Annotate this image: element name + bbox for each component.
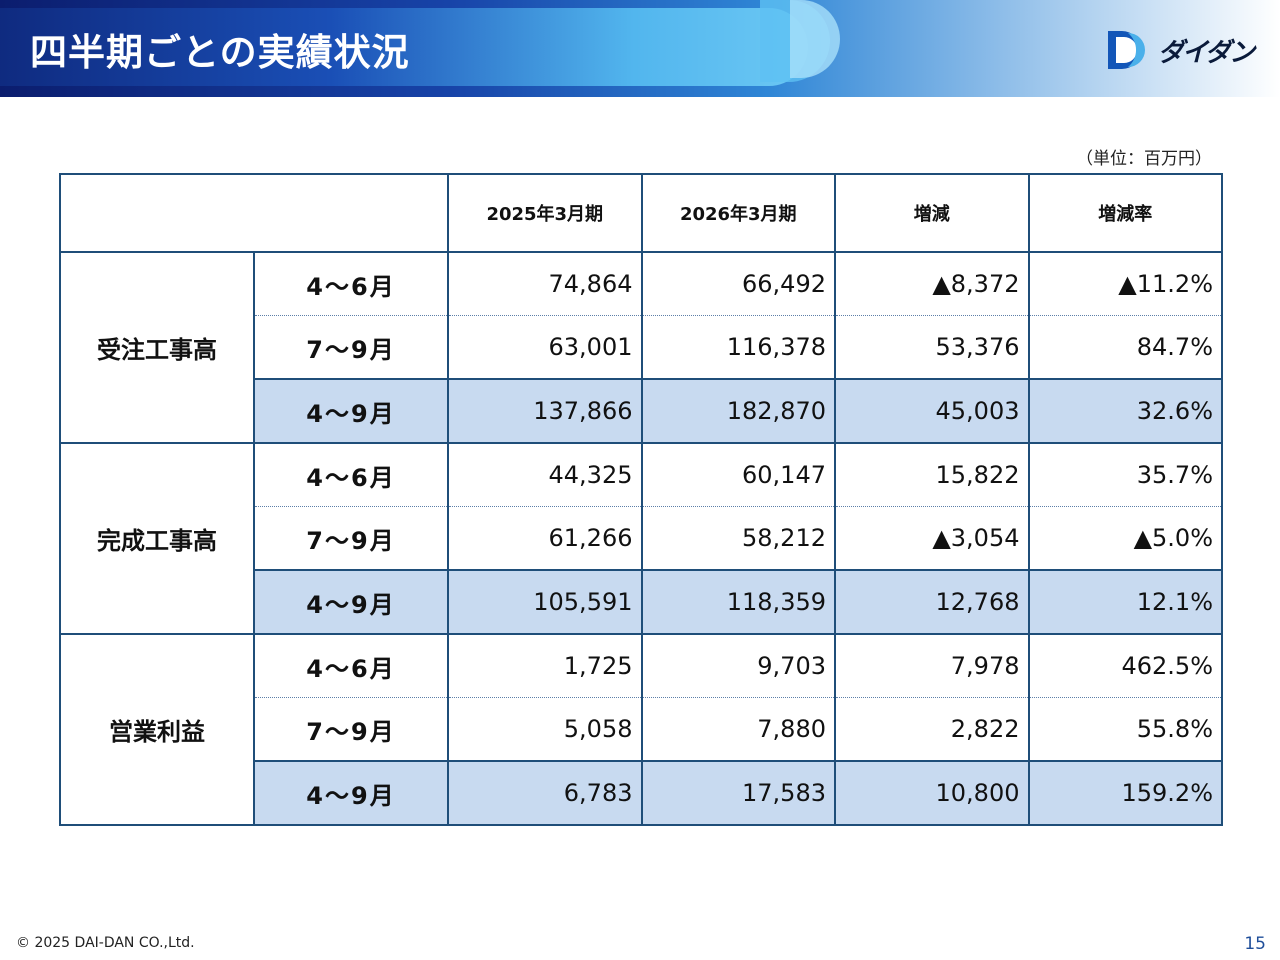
period-cell: 4～6月 — [253, 633, 449, 698]
rate-value-cell: 55.8% — [1027, 697, 1223, 762]
column-header-prev-year: 2025年3月期 — [447, 173, 643, 253]
curr-value-cell: 60,147 — [640, 442, 836, 507]
rate-value-cell: 12.1% — [1027, 569, 1223, 635]
company-logo: ダイダン — [1106, 28, 1255, 72]
rate-value-cell: 35.7% — [1027, 442, 1223, 507]
diff-value-cell: 10,800 — [834, 760, 1030, 826]
table-row: 営業利益 4～6月 1,725 9,703 7,978 462.5% — [59, 633, 1223, 826]
table-header-row: 2025年3月期 2026年3月期 増減 増減率 — [59, 173, 1223, 253]
group-label-operating-profit: 営業利益 — [59, 633, 255, 826]
table-row: 7～9月 61,266 58,212 ▲3,054 ▲5.0% — [60, 506, 1223, 571]
diff-value-cell: 53,376 — [834, 315, 1030, 380]
page-number: 15 — [1244, 934, 1266, 954]
period-cell: 4～6月 — [253, 442, 449, 507]
logo-wordmark: ダイダン — [1158, 37, 1255, 68]
period-cell: 4～9月 — [253, 378, 449, 444]
table-row-total: 4～9月 137,866 182,870 45,003 32.6% — [60, 378, 1223, 444]
rate-value-cell: ▲5.0% — [1027, 506, 1223, 571]
slide-header: 四半期ごとの実績状況 — [0, 0, 1280, 97]
table-row: 受注工事高 4～6月 74,864 66,492 ▲8,372 ▲11.2% — [59, 251, 1223, 444]
table-row: 7～9月 5,058 7,880 2,822 55.8% — [60, 697, 1223, 762]
rate-value-cell: 462.5% — [1027, 633, 1223, 698]
prev-value-cell: 1,725 — [447, 633, 643, 698]
column-header-change: 増減 — [834, 173, 1030, 253]
header-band — [0, 8, 808, 86]
header-corner-cell — [59, 173, 449, 253]
prev-value-cell: 44,325 — [447, 442, 643, 507]
table-row: 完成工事高 4～6月 44,325 60,147 15,822 35.7% — [59, 442, 1223, 635]
period-cell: 4～9月 — [253, 569, 449, 635]
prev-value-cell: 74,864 — [447, 251, 643, 316]
curr-value-cell: 7,880 — [640, 697, 836, 762]
copyright-text: © 2025 DAI-DAN CO.,Ltd. — [16, 935, 195, 951]
column-header-change-rate: 増減率 — [1027, 173, 1223, 253]
diff-value-cell: ▲3,054 — [834, 506, 1030, 571]
table-row-total: 4～9月 6,783 17,583 10,800 159.2% — [60, 760, 1223, 826]
period-cell: 7～9月 — [253, 315, 449, 380]
rate-value-cell: 159.2% — [1027, 760, 1223, 826]
header-arc-decoration-light — [790, 0, 840, 78]
prev-value-cell: 105,591 — [447, 569, 643, 635]
period-cell: 4～6月 — [253, 251, 449, 316]
column-header-curr-year: 2026年3月期 — [640, 173, 836, 253]
rate-value-cell: 32.6% — [1027, 378, 1223, 444]
rate-value-cell: ▲11.2% — [1027, 251, 1223, 316]
curr-value-cell: 9,703 — [640, 633, 836, 698]
diff-value-cell: 12,768 — [834, 569, 1030, 635]
unit-label: （単位：百万円） — [1076, 149, 1212, 169]
prev-value-cell: 137,866 — [447, 378, 643, 444]
prev-value-cell: 6,783 — [447, 760, 643, 826]
diff-value-cell: 45,003 — [834, 378, 1030, 444]
period-cell: 7～9月 — [253, 697, 449, 762]
period-cell: 7～9月 — [253, 506, 449, 571]
quarterly-results-table: 2025年3月期 2026年3月期 増減 増減率 受注工事高 4～6月 74,8… — [59, 173, 1223, 826]
curr-value-cell: 66,492 — [640, 251, 836, 316]
page-title: 四半期ごとの実績状況 — [30, 31, 410, 74]
diff-value-cell: 15,822 — [834, 442, 1030, 507]
prev-value-cell: 5,058 — [447, 697, 643, 762]
logo-mark-icon — [1108, 31, 1145, 69]
prev-value-cell: 63,001 — [447, 315, 643, 380]
group-label-completed: 完成工事高 — [59, 442, 255, 635]
table-row: 7～9月 63,001 116,378 53,376 84.7% — [60, 315, 1223, 380]
curr-value-cell: 118,359 — [640, 569, 836, 635]
curr-value-cell: 58,212 — [640, 506, 836, 571]
curr-value-cell: 182,870 — [640, 378, 836, 444]
diff-value-cell: 7,978 — [834, 633, 1030, 698]
period-cell: 4～9月 — [253, 760, 449, 826]
diff-value-cell: ▲8,372 — [834, 251, 1030, 316]
prev-value-cell: 61,266 — [447, 506, 643, 571]
curr-value-cell: 17,583 — [640, 760, 836, 826]
curr-value-cell: 116,378 — [640, 315, 836, 380]
rate-value-cell: 84.7% — [1027, 315, 1223, 380]
group-label-orders: 受注工事高 — [59, 251, 255, 444]
diff-value-cell: 2,822 — [834, 697, 1030, 762]
table-row-total: 4～9月 105,591 118,359 12,768 12.1% — [60, 569, 1223, 635]
